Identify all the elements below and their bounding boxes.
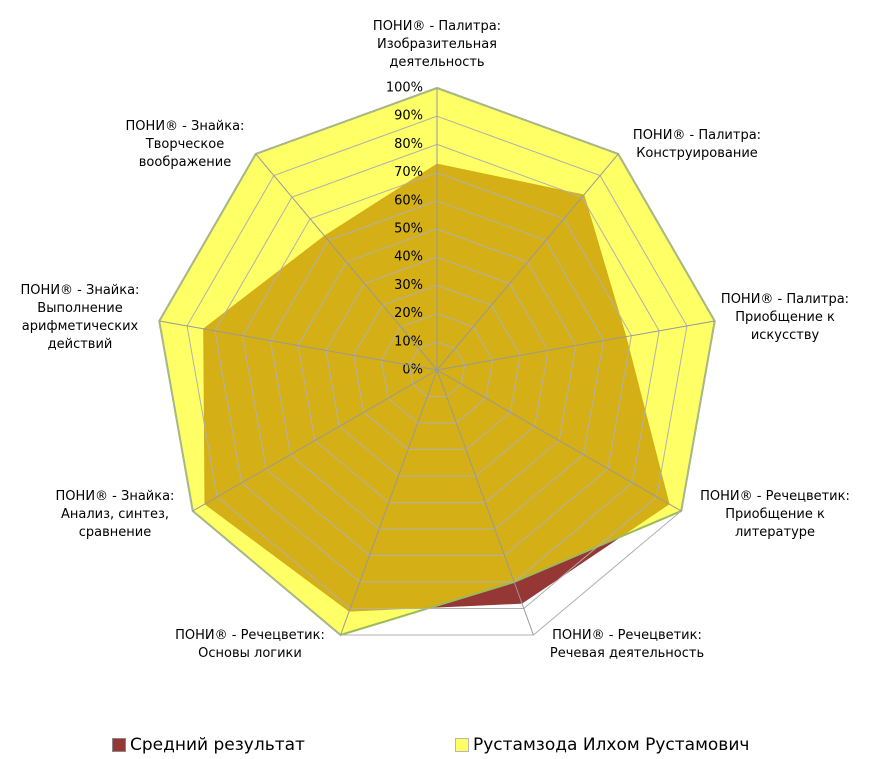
grid-ring [186,115,688,609]
tick-label: 20% [394,306,423,321]
axis-spoke [436,153,619,371]
grid-ring [408,341,466,397]
legend-item: Средний результат [112,735,305,755]
grid-ring [158,87,716,636]
axis-spoke [436,369,682,512]
grid-ring [214,143,660,583]
grid-ring [353,284,521,450]
category-label: ПОНИ® - Речецветик: Основы логики [175,628,325,661]
tick-label: 10% [394,334,423,349]
grid-ring [269,200,605,530]
grid-ring [242,172,632,556]
legend-label: Средний результат [130,735,305,755]
tick-label: 90% [394,109,423,124]
axis-spoke [192,369,438,512]
axis-spoke [436,320,715,371]
grid-ring [297,228,577,503]
category-label: ПОНИ® - Знайка: Выполнение арифметически… [20,283,140,352]
category-label: ПОНИ® - Знайка: Анализ, синтез, сравнени… [55,489,175,540]
axis-spoke [340,369,438,636]
legend-label: Рустамзода Илхом Рустамович [473,735,750,755]
category-label: ПОНИ® - Палитра: Изобразительная деятель… [372,19,502,70]
grid-ring [325,256,549,477]
legend-swatch [455,738,469,752]
tick-label: 80% [394,137,423,152]
category-label: ПОНИ® - Знайка: Творческое воображение [125,119,245,170]
category-label: ПОНИ® - Палитра: Конструирование [632,128,762,161]
grid-ring [380,313,494,424]
axis-spoke [436,369,534,636]
tick-label: 70% [394,165,423,180]
category-label: ПОНИ® - Речецветик: Речевая деятельность [549,628,705,661]
axis-spoke [159,320,438,371]
legend-item: Рустамзода Илхом Рустамович [455,735,749,755]
tick-label: 30% [394,278,423,293]
legend-swatch [112,738,126,752]
category-label: ПОНИ® - Речецветик: Приобщение к литерат… [700,489,850,540]
tick-label: 50% [394,222,423,237]
tick-label: 100% [386,81,423,96]
tick-label: 60% [394,193,423,208]
category-label: ПОНИ® - Палитра: Приобщение к искусству [720,292,850,343]
axis-spoke [255,153,438,371]
tick-label: 40% [394,250,423,265]
